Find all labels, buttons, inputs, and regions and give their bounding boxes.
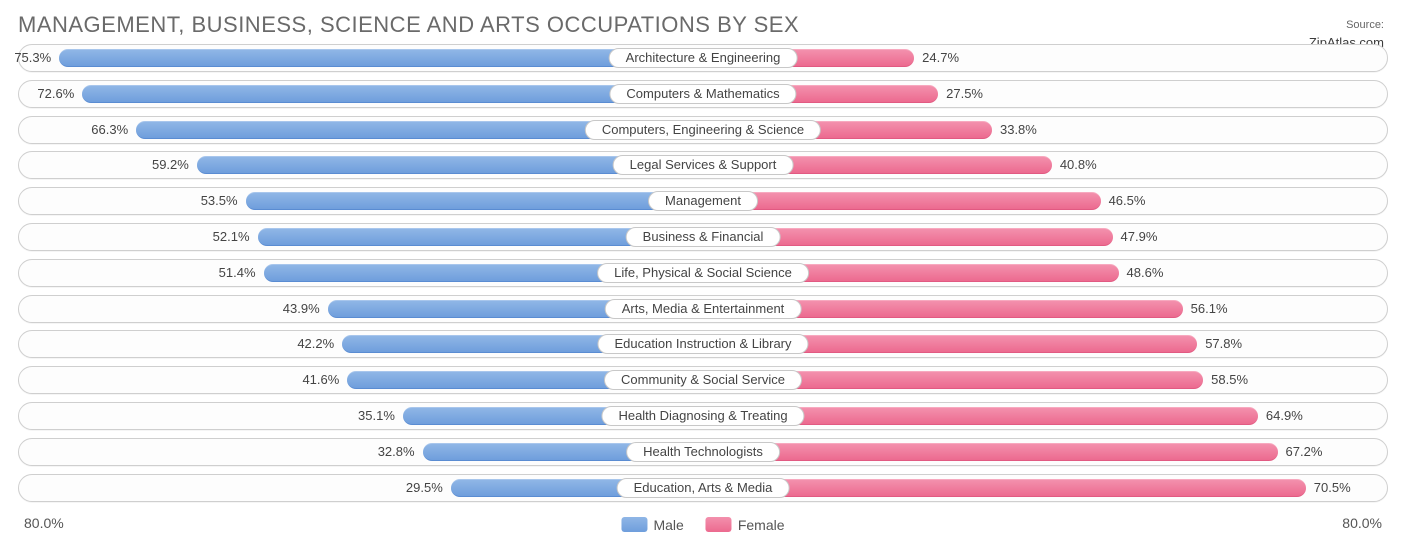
female-bar (703, 479, 1306, 497)
female-value-label: 24.7% (922, 50, 959, 65)
male-value-label: 72.6% (37, 86, 74, 101)
male-value-label: 75.3% (14, 50, 51, 65)
female-value-label: 47.9% (1121, 229, 1158, 244)
category-label: Arts, Media & Entertainment (605, 299, 802, 319)
chart-row: 59.2% 40.8% Legal Services & Support (18, 151, 1388, 179)
category-label: Community & Social Service (604, 370, 802, 390)
chart-row: 43.9% 56.1% Arts, Media & Entertainment (18, 295, 1388, 323)
chart-row: 42.2% 57.8% Education Instruction & Librar… (18, 330, 1388, 358)
female-value-label: 48.6% (1127, 265, 1164, 280)
occupations-chart: 75.3%24.7%Architecture & Engineering72.6… (18, 44, 1388, 502)
male-value-label: 66.3% (91, 122, 128, 137)
female-value-label: 67.2% (1286, 444, 1323, 459)
male-bar (246, 192, 703, 210)
female-value-label: 64.9% (1266, 408, 1303, 423)
female-value-label: 33.8% (1000, 122, 1037, 137)
category-label: Management (648, 191, 758, 211)
male-value-label: 29.5% (406, 480, 443, 495)
axis-label-right: 80.0% (1342, 515, 1382, 531)
female-value-label: 70.5% (1314, 480, 1351, 495)
chart-row: 35.1% 64.9% Health Diagnosing & Treating (18, 402, 1388, 430)
chart-row: 51.4% 48.6% Life, Physical & Social Scienc… (18, 259, 1388, 287)
axis-label-left: 80.0% (24, 515, 64, 531)
category-label: Business & Financial (626, 227, 781, 247)
category-label: Computers, Engineering & Science (585, 120, 821, 140)
category-label: Computers & Mathematics (609, 84, 796, 104)
male-value-label: 51.4% (219, 265, 256, 280)
chart-row: 29.5% 70.5% Education, Arts & Media (18, 474, 1388, 502)
source-label: Source: (1346, 19, 1384, 31)
chart-row: 32.8% 67.2% Health Technologists (18, 438, 1388, 466)
category-label: Architecture & Engineering (609, 48, 798, 68)
chart-row: 52.1% 47.9% Business & Financial (18, 223, 1388, 251)
male-bar (59, 49, 703, 67)
category-label: Health Diagnosing & Treating (601, 406, 804, 426)
female-bar (703, 192, 1101, 210)
male-value-label: 53.5% (201, 193, 238, 208)
category-label: Life, Physical & Social Science (597, 263, 809, 283)
male-swatch-icon (621, 517, 647, 532)
legend: Male Female (621, 517, 784, 533)
male-value-label: 35.1% (358, 408, 395, 423)
female-value-label: 57.8% (1205, 336, 1242, 351)
male-value-label: 32.8% (378, 444, 415, 459)
female-value-label: 27.5% (946, 86, 983, 101)
male-value-label: 52.1% (213, 229, 250, 244)
male-value-label: 43.9% (283, 301, 320, 316)
female-bar (703, 443, 1278, 461)
female-value-label: 56.1% (1191, 301, 1228, 316)
legend-female: Female (706, 517, 785, 533)
chart-row: 53.5% 46.5% Management (18, 187, 1388, 215)
legend-male: Male (621, 517, 683, 533)
chart-title: MANAGEMENT, BUSINESS, SCIENCE AND ARTS O… (18, 12, 1388, 38)
female-value-label: 40.8% (1060, 157, 1097, 172)
female-value-label: 46.5% (1109, 193, 1146, 208)
female-value-label: 58.5% (1211, 372, 1248, 387)
male-value-label: 59.2% (152, 157, 189, 172)
category-label: Education Instruction & Library (597, 334, 808, 354)
category-label: Education, Arts & Media (617, 478, 790, 498)
male-value-label: 42.2% (297, 336, 334, 351)
category-label: Legal Services & Support (613, 155, 794, 175)
chart-row: 41.6% 58.5% Community & Social Service (18, 366, 1388, 394)
female-swatch-icon (706, 517, 732, 532)
male-value-label: 41.6% (302, 372, 339, 387)
chart-row: 72.6% 27.5% Computers & Mathematics (18, 80, 1388, 108)
axis-and-legend: 80.0% 80.0% Male Female (18, 509, 1388, 533)
category-label: Health Technologists (626, 442, 780, 462)
chart-row: 66.3% 33.8% Computers, Engineering & Scien… (18, 116, 1388, 144)
chart-row: 75.3%24.7%Architecture & Engineering (18, 44, 1388, 72)
